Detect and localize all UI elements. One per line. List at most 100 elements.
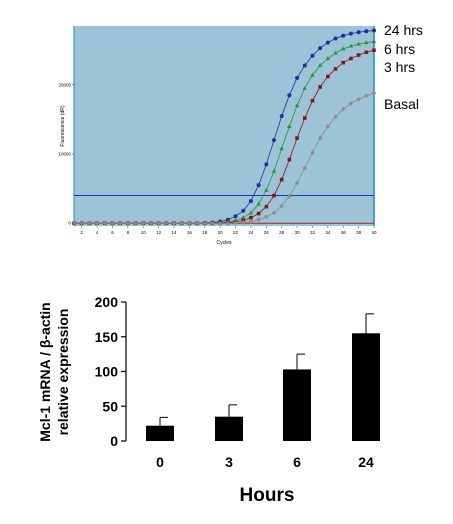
amplification-x-tick-label: 38 [356, 230, 362, 235]
series-point [287, 157, 292, 162]
series-point [333, 114, 338, 120]
series-point [326, 74, 330, 79]
series-point [133, 220, 138, 226]
series-label-basal: Basal [384, 96, 419, 112]
series-label-3-hrs: 3 hrs [384, 59, 415, 75]
series-point [241, 220, 246, 225]
amplification-x-tick-label: 14 [171, 230, 177, 235]
series-point [310, 72, 315, 77]
series-labels: 24 hrs 6 hrs 3 hrs Basal [384, 22, 423, 112]
amplification-series [71, 28, 377, 226]
series-point [256, 217, 261, 223]
amplification-x-tick-label: 16 [187, 230, 193, 235]
series-point [233, 220, 238, 226]
series-point [271, 210, 277, 216]
amplification-x-tick-label: 6 [111, 230, 114, 235]
series-point [164, 220, 169, 226]
series-point [333, 67, 338, 71]
series-point [256, 211, 261, 216]
series-point [295, 136, 299, 140]
series-point [317, 135, 323, 141]
series-point [302, 85, 307, 90]
series-point [217, 220, 223, 226]
series-point [341, 46, 346, 51]
series-point [264, 162, 269, 167]
series-point [156, 220, 161, 226]
amplification-x-tick-label: 28 [279, 230, 285, 235]
series-point [372, 28, 376, 33]
series-point [102, 220, 107, 226]
series-point [333, 36, 338, 41]
series-point [356, 96, 361, 102]
series-point [364, 93, 369, 99]
series-point [310, 98, 315, 103]
series-point [279, 203, 284, 209]
series-point [372, 48, 376, 53]
series-point [194, 220, 200, 226]
series-point [310, 53, 315, 58]
series-point [241, 215, 246, 220]
amplification-x-tick-label: 30 [295, 230, 301, 235]
amplification-x-tick-label: 24 [248, 230, 254, 235]
amplification-x-tick-label: 8 [127, 230, 130, 235]
series-point [248, 210, 254, 215]
series-point [325, 40, 330, 45]
series-point [248, 219, 254, 224]
amplification-x-tick-label: 10 [141, 230, 147, 235]
series-point [210, 220, 215, 226]
series-point [187, 220, 192, 226]
amplification-x-tick-label: 18 [202, 230, 208, 235]
series-point [87, 220, 92, 226]
series-point [302, 116, 307, 120]
amplification-x-tick-label: 36 [341, 230, 347, 235]
series-point [287, 193, 292, 199]
series-point [279, 177, 284, 182]
series-point [348, 43, 354, 48]
series-point [325, 56, 331, 61]
series-point [302, 63, 307, 68]
series-point [271, 168, 277, 173]
series-point [348, 101, 354, 106]
series-point [371, 39, 377, 44]
series-point [364, 50, 369, 55]
amplification-x-tick-label: 4 [96, 230, 99, 235]
series-point [233, 214, 238, 219]
series-label-24-hrs: 24 hrs [384, 22, 423, 38]
series-label-6-hrs: 6 hrs [384, 41, 415, 57]
series-point [256, 183, 261, 188]
amplification-x-tick-label: 20 [218, 230, 224, 235]
series-point [294, 103, 300, 108]
amplification-x-tick-label: 2 [80, 230, 83, 235]
series-point [79, 220, 84, 226]
series-point [264, 204, 269, 209]
series-point [302, 165, 307, 171]
series-point [272, 193, 276, 198]
series-point [325, 123, 331, 129]
series-point [294, 180, 300, 186]
series-point [171, 220, 177, 226]
series-point [318, 46, 323, 51]
series-point [279, 146, 284, 151]
series-point [295, 75, 300, 80]
series-point [141, 220, 146, 226]
series-point [225, 220, 231, 226]
series-point [264, 187, 269, 192]
series-point [364, 40, 369, 45]
series-point [341, 60, 346, 65]
series-point [348, 31, 353, 36]
series-point [264, 214, 269, 220]
series-point [287, 123, 292, 128]
amplification-x-axis-label: Cycles [216, 240, 232, 246]
series-point [125, 220, 131, 226]
amplification-plot-area [74, 26, 374, 226]
amplification-x-ticks: 2 4 6 8 10 12 14 16 18 20 22 24 26 28 30 32 34 36 38 40 [80, 226, 377, 235]
series-point [318, 85, 322, 89]
series-point [287, 93, 292, 98]
series-point [341, 33, 346, 38]
series-point [256, 201, 261, 206]
series-point [317, 63, 323, 68]
amplification-x-tick-label: 12 [156, 230, 162, 235]
series-line-basal [74, 92, 375, 224]
series-point [241, 208, 246, 213]
series-point [356, 30, 361, 35]
